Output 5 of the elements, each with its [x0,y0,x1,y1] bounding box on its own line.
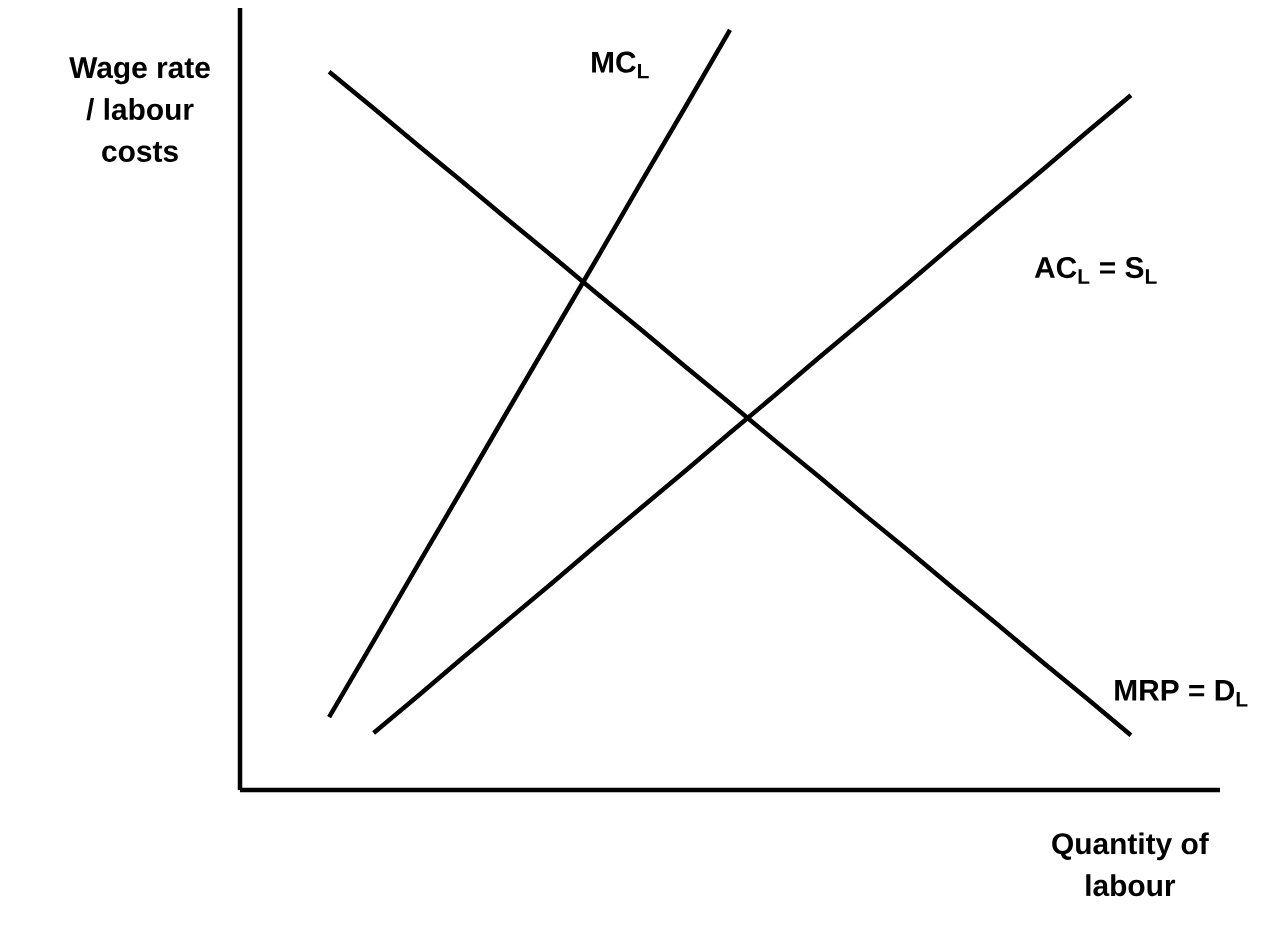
text: AC$_{L}$ = S$_{L}$ [1034,256,1157,284]
series-label: MC$_{L}$ [592,51,649,79]
y-axis-title: Wage rate / labour costs [69,57,210,162]
x-axis-title: Quantity of labour [1052,832,1209,897]
series-label: MRP = D$_{L}$ [1115,680,1248,707]
